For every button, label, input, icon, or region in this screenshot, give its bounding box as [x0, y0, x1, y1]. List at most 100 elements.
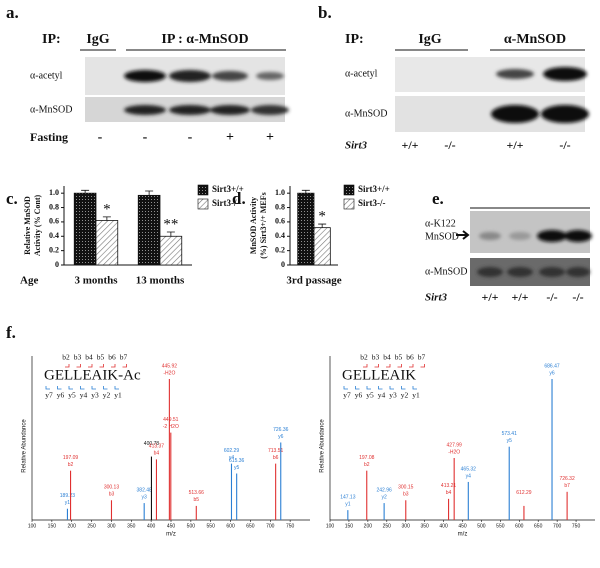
x-tick-label: 300: [107, 523, 116, 529]
panel-label: f.: [6, 323, 16, 342]
genotype: -/-: [572, 290, 583, 304]
x-tick-label: 300: [402, 523, 411, 529]
genotype: -/-: [444, 138, 455, 152]
bar: [159, 235, 183, 266]
b-ion: b7: [120, 353, 128, 362]
row-label: α-K122: [425, 218, 456, 229]
peak-ion: -H2O: [448, 449, 460, 455]
peak-mz: 686.47: [544, 363, 560, 369]
ip-target: IP : α-MnSOD: [161, 32, 248, 47]
legend-swatch: [197, 198, 209, 210]
peak-mz: 413.21: [441, 483, 457, 489]
sign: -: [98, 130, 103, 145]
x-tick-label: 750: [286, 523, 295, 529]
x-tick-label: 200: [364, 523, 373, 529]
x-tick-label: 100: [28, 523, 37, 529]
b-bracket: [122, 364, 127, 368]
peak-ion: b2: [68, 462, 74, 468]
y-tick-label: 0: [55, 260, 59, 269]
y-bracket: [389, 386, 394, 390]
x-tick-label: 250: [383, 523, 392, 529]
row-label: MnSOD: [425, 231, 459, 242]
y-ion: y4: [80, 391, 88, 400]
x-tick-label: 500: [477, 523, 486, 529]
x-tick-label: 450: [167, 523, 176, 529]
x-tick-label: 350: [420, 523, 429, 529]
y-tick-label: 0.2: [49, 245, 59, 254]
b-ion: b4: [383, 353, 391, 362]
x-tick-label: 500: [187, 523, 196, 529]
genotype: -/-: [559, 138, 570, 152]
legend-label: Sirt3+/+: [212, 184, 244, 194]
row-label: α-acetyl: [345, 68, 378, 79]
error-bar: [145, 190, 154, 196]
peak-mz: 615.36: [229, 458, 245, 464]
b-bracket: [409, 364, 414, 368]
ip-label: IP:: [42, 32, 61, 47]
b-ion: b5: [395, 353, 403, 362]
peak-ion: -H2O: [163, 370, 175, 376]
peak-mz: 573.41: [502, 431, 518, 437]
peptide-sequence: GELLEAIK: [342, 367, 416, 383]
y-ion: y5: [68, 391, 76, 400]
y-tick-label: 0.8: [49, 202, 59, 211]
bar: [73, 192, 97, 266]
x-axis-label: m/z: [458, 532, 468, 538]
y-ion: y3: [389, 391, 397, 400]
y-bracket: [378, 386, 383, 390]
peak-mz: 449.51: [163, 417, 179, 423]
legend-label: Sirt3-/-: [358, 198, 386, 208]
y-bracket: [412, 386, 417, 390]
y-ion: y1: [412, 391, 420, 400]
x-tick-label: 750: [572, 523, 581, 529]
x-tick-label: 3 months: [74, 275, 118, 287]
y-axis-label: Activity (% Cont): [33, 195, 42, 257]
genotype: +/+: [401, 138, 418, 152]
x-axis-label: m/z: [166, 532, 176, 538]
bar: [313, 227, 331, 266]
legend-label: Sirt3+/+: [358, 184, 390, 194]
genotype-label: Sirt3: [425, 292, 448, 304]
y-tick-label: 0.6: [49, 217, 59, 226]
x-tick-label: 3rd passage: [286, 275, 341, 287]
condition-label: Fasting: [30, 130, 68, 144]
y-tick-label: 0.8: [275, 202, 285, 211]
y-axis-label: (%) Sirt3+/+ MEFs: [259, 192, 268, 258]
bands: [124, 70, 289, 115]
peak-ion: b4: [446, 490, 452, 496]
b-bracket: [111, 364, 116, 368]
x-tick-label: 600: [226, 523, 235, 529]
genotype: +/+: [506, 138, 523, 152]
error-bar: [318, 223, 327, 228]
peptide-sequence: GELLEAIK-Ac: [44, 367, 141, 383]
peak-ion: y1: [65, 500, 71, 506]
igg-label: IgG: [86, 32, 109, 47]
y-ion: y5: [366, 391, 374, 400]
b-bracket: [76, 364, 81, 368]
peak-ion: y6: [278, 434, 284, 440]
ip-label: IP:: [345, 32, 364, 47]
y-ion: y7: [45, 391, 53, 400]
peak-mz: 445.92: [162, 363, 178, 369]
peak-ion: b2: [364, 462, 370, 468]
b-ion: b6: [108, 353, 116, 362]
x-tick-label: 550: [207, 523, 216, 529]
x-tick-label: 150: [48, 523, 57, 529]
y-bracket: [114, 386, 119, 390]
y-ion: y6: [57, 391, 65, 400]
peak-mz: 612.29: [516, 490, 532, 496]
igg-label: IgG: [418, 32, 441, 47]
row-label: α-MnSOD: [345, 108, 387, 119]
peak-mz: 465.32: [461, 466, 477, 472]
peak-ion: y1: [345, 501, 351, 507]
y-ion: y4: [378, 391, 386, 400]
peak-mz: 300.13: [104, 485, 120, 491]
y-tick-label: 0: [281, 260, 285, 269]
x-axis-label: Age: [20, 275, 38, 287]
b-bracket: [363, 364, 368, 368]
genotype-label: Sirt3: [345, 140, 368, 152]
y-tick-label: 1.0: [275, 188, 285, 197]
b-bracket: [374, 364, 379, 368]
y-tick-label: 0.4: [275, 231, 285, 240]
peak-mz: 197.09: [63, 455, 79, 461]
